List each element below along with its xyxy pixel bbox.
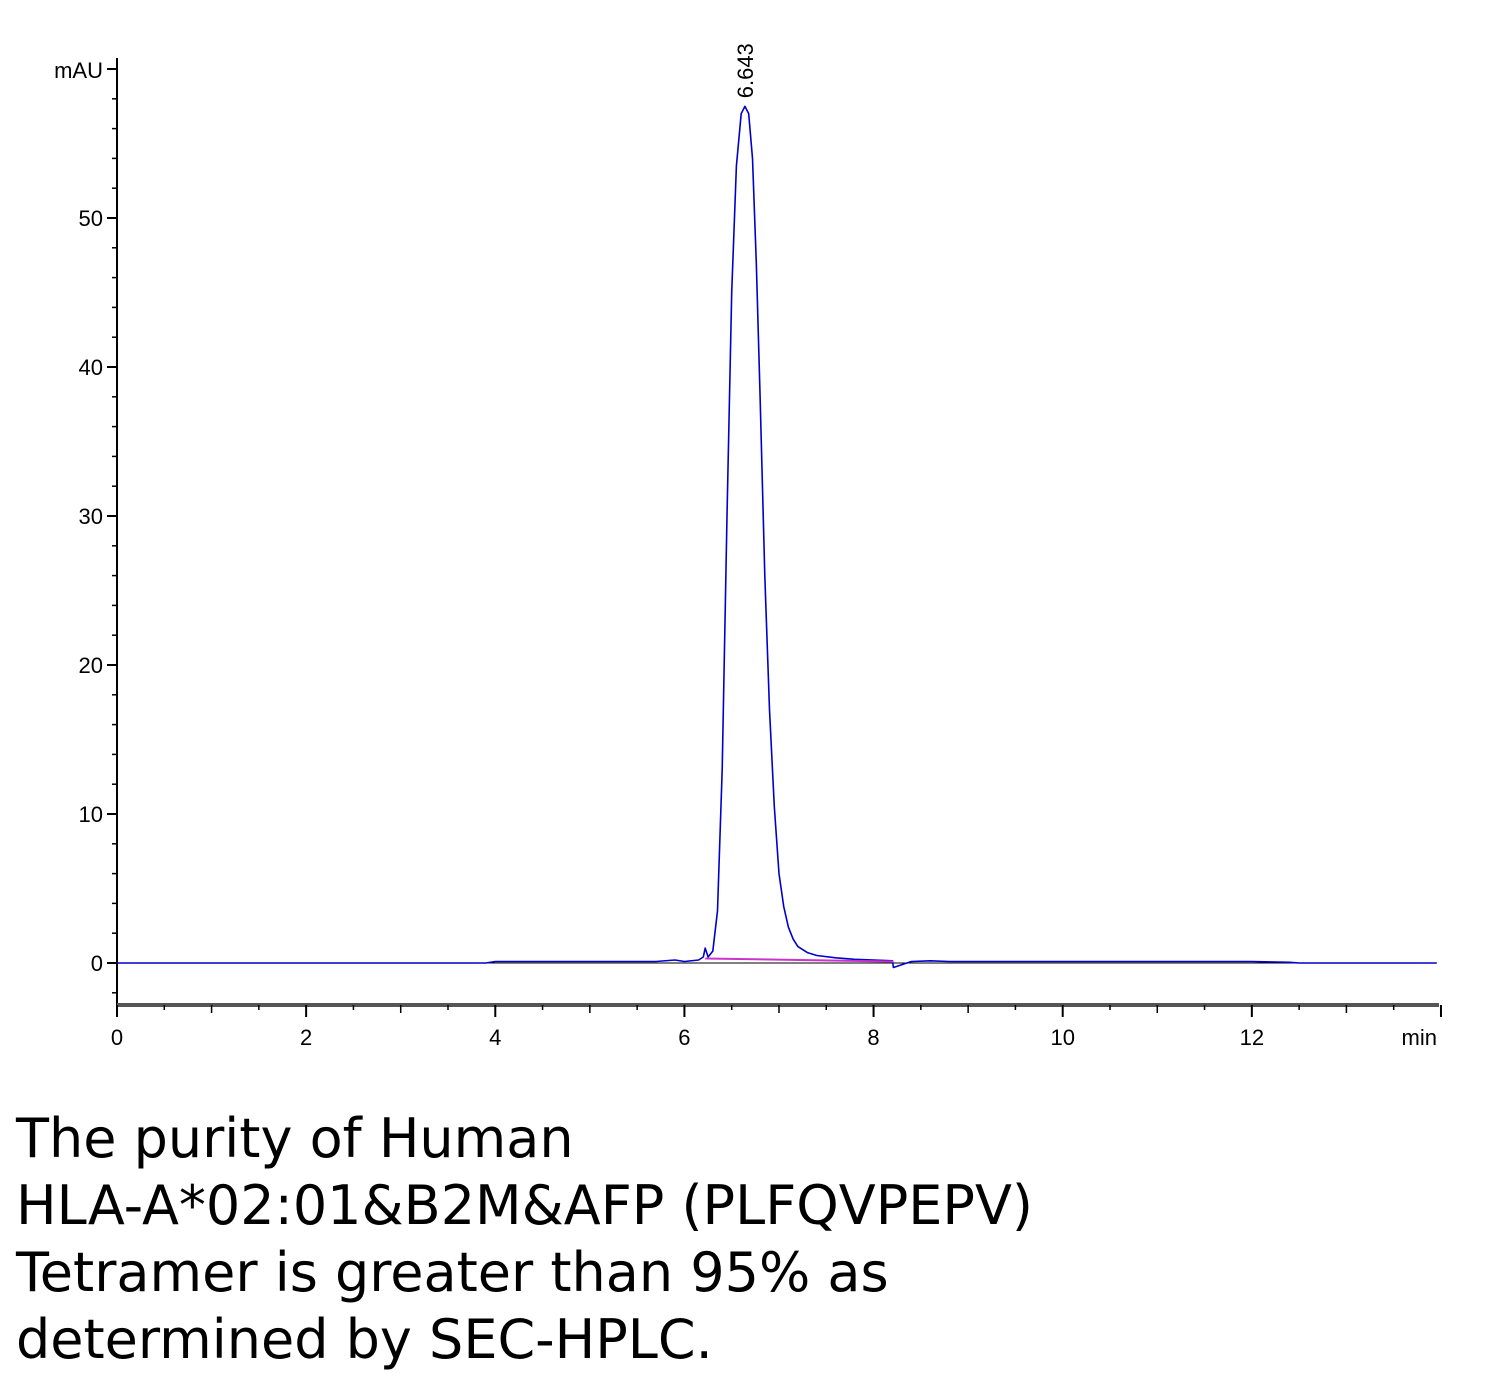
y-tick-label: 30 bbox=[79, 504, 103, 529]
y-tick-label: 40 bbox=[79, 355, 103, 380]
caption-text: The purity of Human HLA-A*02:01&B2M&AFP … bbox=[16, 1105, 1466, 1373]
chromatogram-trace bbox=[117, 105, 1437, 969]
y-axis-label: mAU bbox=[54, 58, 103, 83]
x-tick-label: 4 bbox=[489, 1025, 501, 1050]
chart-ticks: 0 10 20 30 40 50 mAU 0 2 4 6 8 10 12 min bbox=[54, 58, 1442, 1050]
x-tick-label: 10 bbox=[1050, 1025, 1074, 1050]
chart-series bbox=[117, 105, 1437, 969]
chart-annotations: 6.643 bbox=[733, 43, 758, 98]
caption-line: determined by SEC-HPLC. bbox=[16, 1308, 713, 1371]
x-tick-label: 0 bbox=[111, 1025, 123, 1050]
caption-line: The purity of Human bbox=[16, 1107, 574, 1170]
caption-line: Tetramer is greater than 95% as bbox=[16, 1241, 889, 1304]
x-tick-label: 8 bbox=[867, 1025, 879, 1050]
y-tick-label: 10 bbox=[79, 802, 103, 827]
y-tick-label: 0 bbox=[91, 951, 103, 976]
integration-baseline bbox=[705, 957, 894, 963]
x-tick-label: 6 bbox=[678, 1025, 690, 1050]
x-tick-label: 12 bbox=[1240, 1025, 1264, 1050]
x-tick-label: 2 bbox=[300, 1025, 312, 1050]
y-tick-label: 50 bbox=[79, 206, 103, 231]
y-tick-label: 20 bbox=[79, 653, 103, 678]
caption-line: HLA-A*02:01&B2M&AFP (PLFQVPEPV) bbox=[16, 1174, 1033, 1237]
x-axis-label: min bbox=[1402, 1025, 1437, 1050]
chromatogram-chart: 0 10 20 30 40 50 mAU 0 2 4 6 8 10 12 min 6.643 bbox=[54, 43, 1442, 1050]
peak-label: 6.643 bbox=[733, 43, 758, 98]
